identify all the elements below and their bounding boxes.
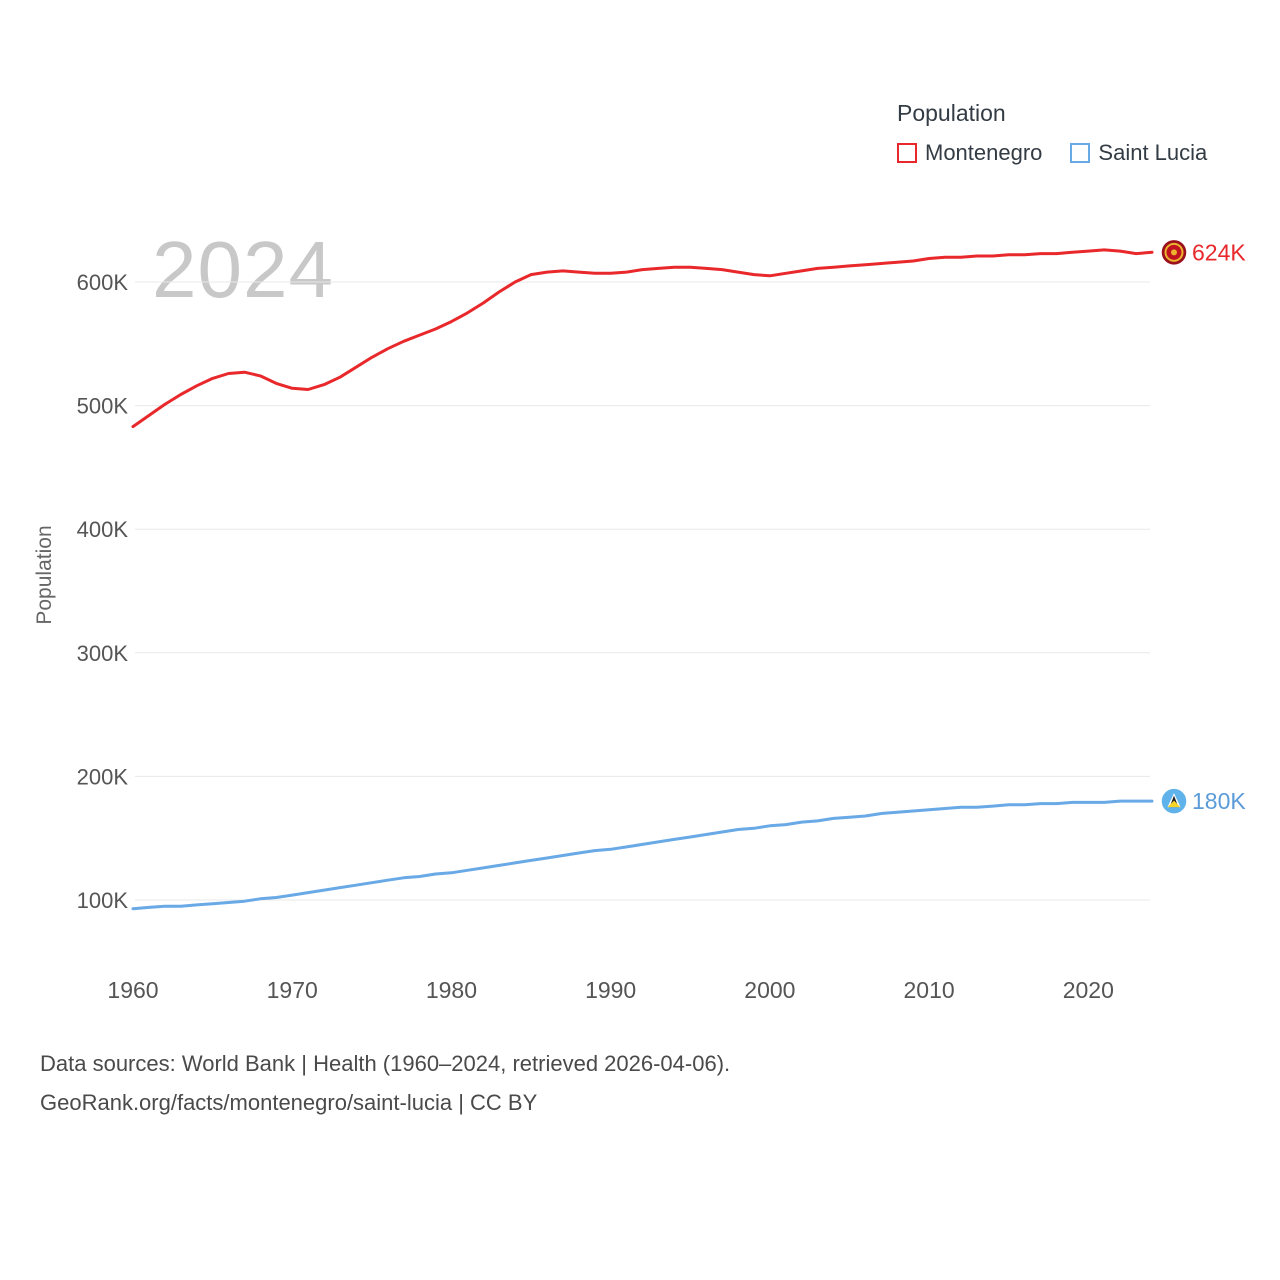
end-marker-saint-lucia <box>1160 787 1188 815</box>
legend-label-saint-lucia: Saint Lucia <box>1098 140 1208 165</box>
end-marker-montenegro <box>1160 238 1188 267</box>
x-tick-label: 1970 <box>267 977 318 1003</box>
legend: Population Montenegro Saint Lucia <box>897 100 1207 166</box>
x-tick-label: 1980 <box>426 977 477 1003</box>
x-tick-label: 2010 <box>904 977 955 1003</box>
series-line-montenegro <box>131 248 1154 429</box>
y-tick-label: 600K <box>77 270 129 295</box>
y-tick-label: 500K <box>77 394 129 419</box>
footer: Data sources: World Bank | Health (1960–… <box>40 1044 730 1122</box>
legend-title: Population <box>897 100 1006 126</box>
x-tick-label: 2020 <box>1063 977 1114 1003</box>
y-tick-label: 100K <box>77 888 129 913</box>
legend-item-montenegro[interactable]: Montenegro <box>897 140 1042 166</box>
end-label-saint-lucia: 180K <box>1192 788 1246 814</box>
x-tick-label: 2000 <box>744 977 795 1003</box>
x-tick-label: 1960 <box>107 977 158 1003</box>
saint-lucia-color-swatch <box>1070 143 1091 163</box>
legend-rows: Montenegro Saint Lucia <box>897 140 1207 166</box>
legend-item-saint-lucia[interactable]: Saint Lucia <box>1070 140 1207 166</box>
montenegro-color-swatch <box>897 143 917 163</box>
legend-label-montenegro: Montenegro <box>925 140 1043 165</box>
footer-source-line: Data sources: World Bank | Health (1960–… <box>40 1051 731 1076</box>
y-tick-label: 400K <box>77 517 129 542</box>
year-watermark: 2024 <box>152 225 334 314</box>
x-tick-label: 1990 <box>585 977 636 1003</box>
series-line-saint-lucia <box>131 799 1154 911</box>
end-label-montenegro: 624K <box>1192 239 1246 265</box>
footer-attribution-line: GeoRank.org/facts/montenegro/saint-lucia… <box>40 1090 538 1115</box>
y-tick-label: 200K <box>77 764 129 789</box>
y-tick-label: 300K <box>77 641 129 666</box>
